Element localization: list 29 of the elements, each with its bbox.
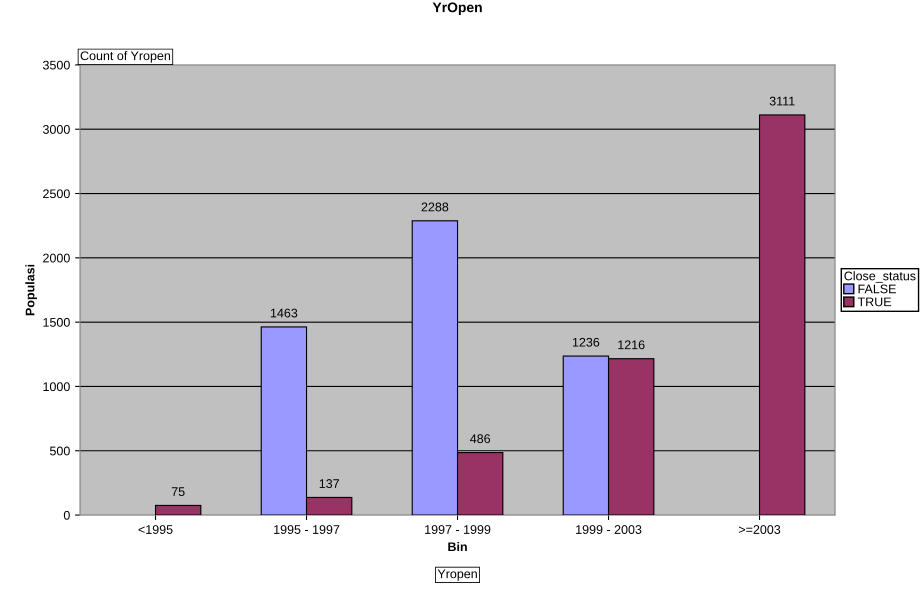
- y-tick-label: 1500: [43, 318, 70, 327]
- chart-title: YrOpen: [432, 2, 482, 16]
- x-axis-title: Bin: [448, 542, 467, 552]
- y-axis-title: Populasi: [25, 264, 37, 316]
- y-tick-label: 3000: [42, 125, 70, 134]
- legend-label: FALSE: [858, 284, 896, 294]
- y-tick-label: 1000: [43, 382, 70, 392]
- y-tick-label: 3500: [42, 60, 70, 70]
- data-label: 2288: [422, 202, 448, 212]
- data-label: 137: [320, 479, 339, 488]
- y-tick-label: 2000: [43, 254, 70, 262]
- x-tick-label: <1995: [138, 525, 173, 534]
- text: Count of Yropen: [80, 51, 170, 63]
- data-label: 486: [470, 434, 490, 444]
- y-tick-label: 2500: [43, 189, 70, 198]
- x-tick-label: 1995 - 1997: [274, 525, 340, 534]
- x-tick-label: 1999 - 2003: [576, 525, 642, 534]
- data-label: 3111: [770, 96, 795, 106]
- data-label: 1236: [572, 338, 600, 347]
- data-label: 1463: [270, 308, 298, 318]
- legend-title: Close_status: [844, 271, 916, 283]
- y-tick-label: 0: [64, 510, 70, 520]
- data-label: 1216: [618, 340, 645, 350]
- x-tick-label: >=2003: [738, 525, 780, 534]
- legend-label: TRUE: [858, 298, 892, 306]
- data-label: 75: [172, 487, 185, 496]
- x-tick-label: 1997 - 1999: [425, 525, 490, 534]
- text: Yropen: [438, 570, 477, 581]
- y-tick-label: 500: [50, 446, 70, 456]
